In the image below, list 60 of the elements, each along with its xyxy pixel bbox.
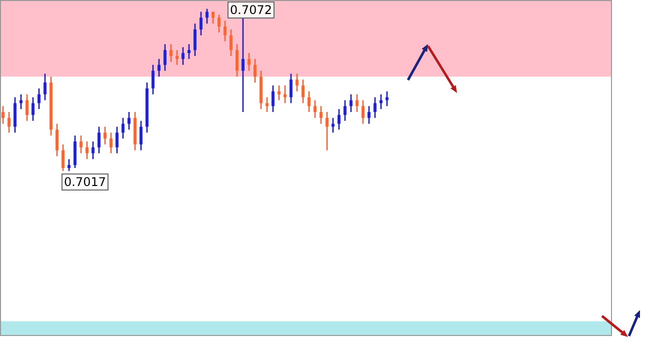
candlestick xyxy=(92,140,94,160)
candlestick xyxy=(14,96,16,134)
candlestick xyxy=(230,28,232,57)
candlestick xyxy=(206,8,208,24)
candlestick xyxy=(224,20,226,42)
candlestick xyxy=(302,78,304,104)
candlestick xyxy=(374,96,376,119)
candlestick xyxy=(140,120,142,152)
candlestick xyxy=(296,72,298,92)
candlestick xyxy=(290,72,292,104)
candlestick xyxy=(200,11,202,36)
candlestick xyxy=(350,94,352,113)
candlestick xyxy=(116,126,118,154)
candlestick xyxy=(56,123,58,157)
candlestick xyxy=(128,111,130,130)
candlestick xyxy=(98,126,100,154)
candlestick xyxy=(104,126,106,146)
candlestick xyxy=(80,134,82,154)
candlestick xyxy=(194,22,196,57)
candlestick xyxy=(278,84,280,101)
candlestick xyxy=(86,140,88,160)
candlestick xyxy=(236,44,238,78)
candlestick xyxy=(164,44,166,72)
candlestick xyxy=(248,52,250,72)
candlestick xyxy=(170,44,172,63)
candlestick xyxy=(8,111,10,134)
candlestick xyxy=(44,72,46,101)
candlestick xyxy=(62,144,64,172)
candlestick xyxy=(356,94,358,113)
candlestick xyxy=(182,46,184,66)
candlestick xyxy=(110,132,112,154)
annotation: 0.7017 xyxy=(64,175,106,189)
candlestick xyxy=(320,105,322,124)
candlestick xyxy=(176,49,178,66)
candlestick xyxy=(122,117,124,140)
candlestick xyxy=(158,58,160,78)
candlestick xyxy=(38,88,40,110)
candlestick xyxy=(284,84,286,104)
candlestick xyxy=(26,94,28,122)
candlestick xyxy=(362,100,364,124)
candlestick xyxy=(74,134,76,169)
annotation: 0.7072 xyxy=(230,3,272,17)
candlestick xyxy=(308,90,310,113)
candlestick xyxy=(218,14,220,34)
candlestick xyxy=(380,94,382,110)
candlestick xyxy=(32,96,34,122)
candlestick xyxy=(254,58,256,84)
candlestick xyxy=(152,64,154,96)
candlestick xyxy=(344,100,346,122)
candlestick xyxy=(314,100,316,119)
candlestick xyxy=(2,105,4,124)
candlestick xyxy=(272,84,274,113)
candlestick xyxy=(326,111,328,152)
candlestick xyxy=(188,44,190,60)
candlestick xyxy=(68,158,70,172)
candlestick xyxy=(266,96,268,113)
candlestick xyxy=(338,108,340,130)
candlestick xyxy=(20,94,22,110)
candlestick xyxy=(368,105,370,124)
candlestick xyxy=(242,16,244,113)
